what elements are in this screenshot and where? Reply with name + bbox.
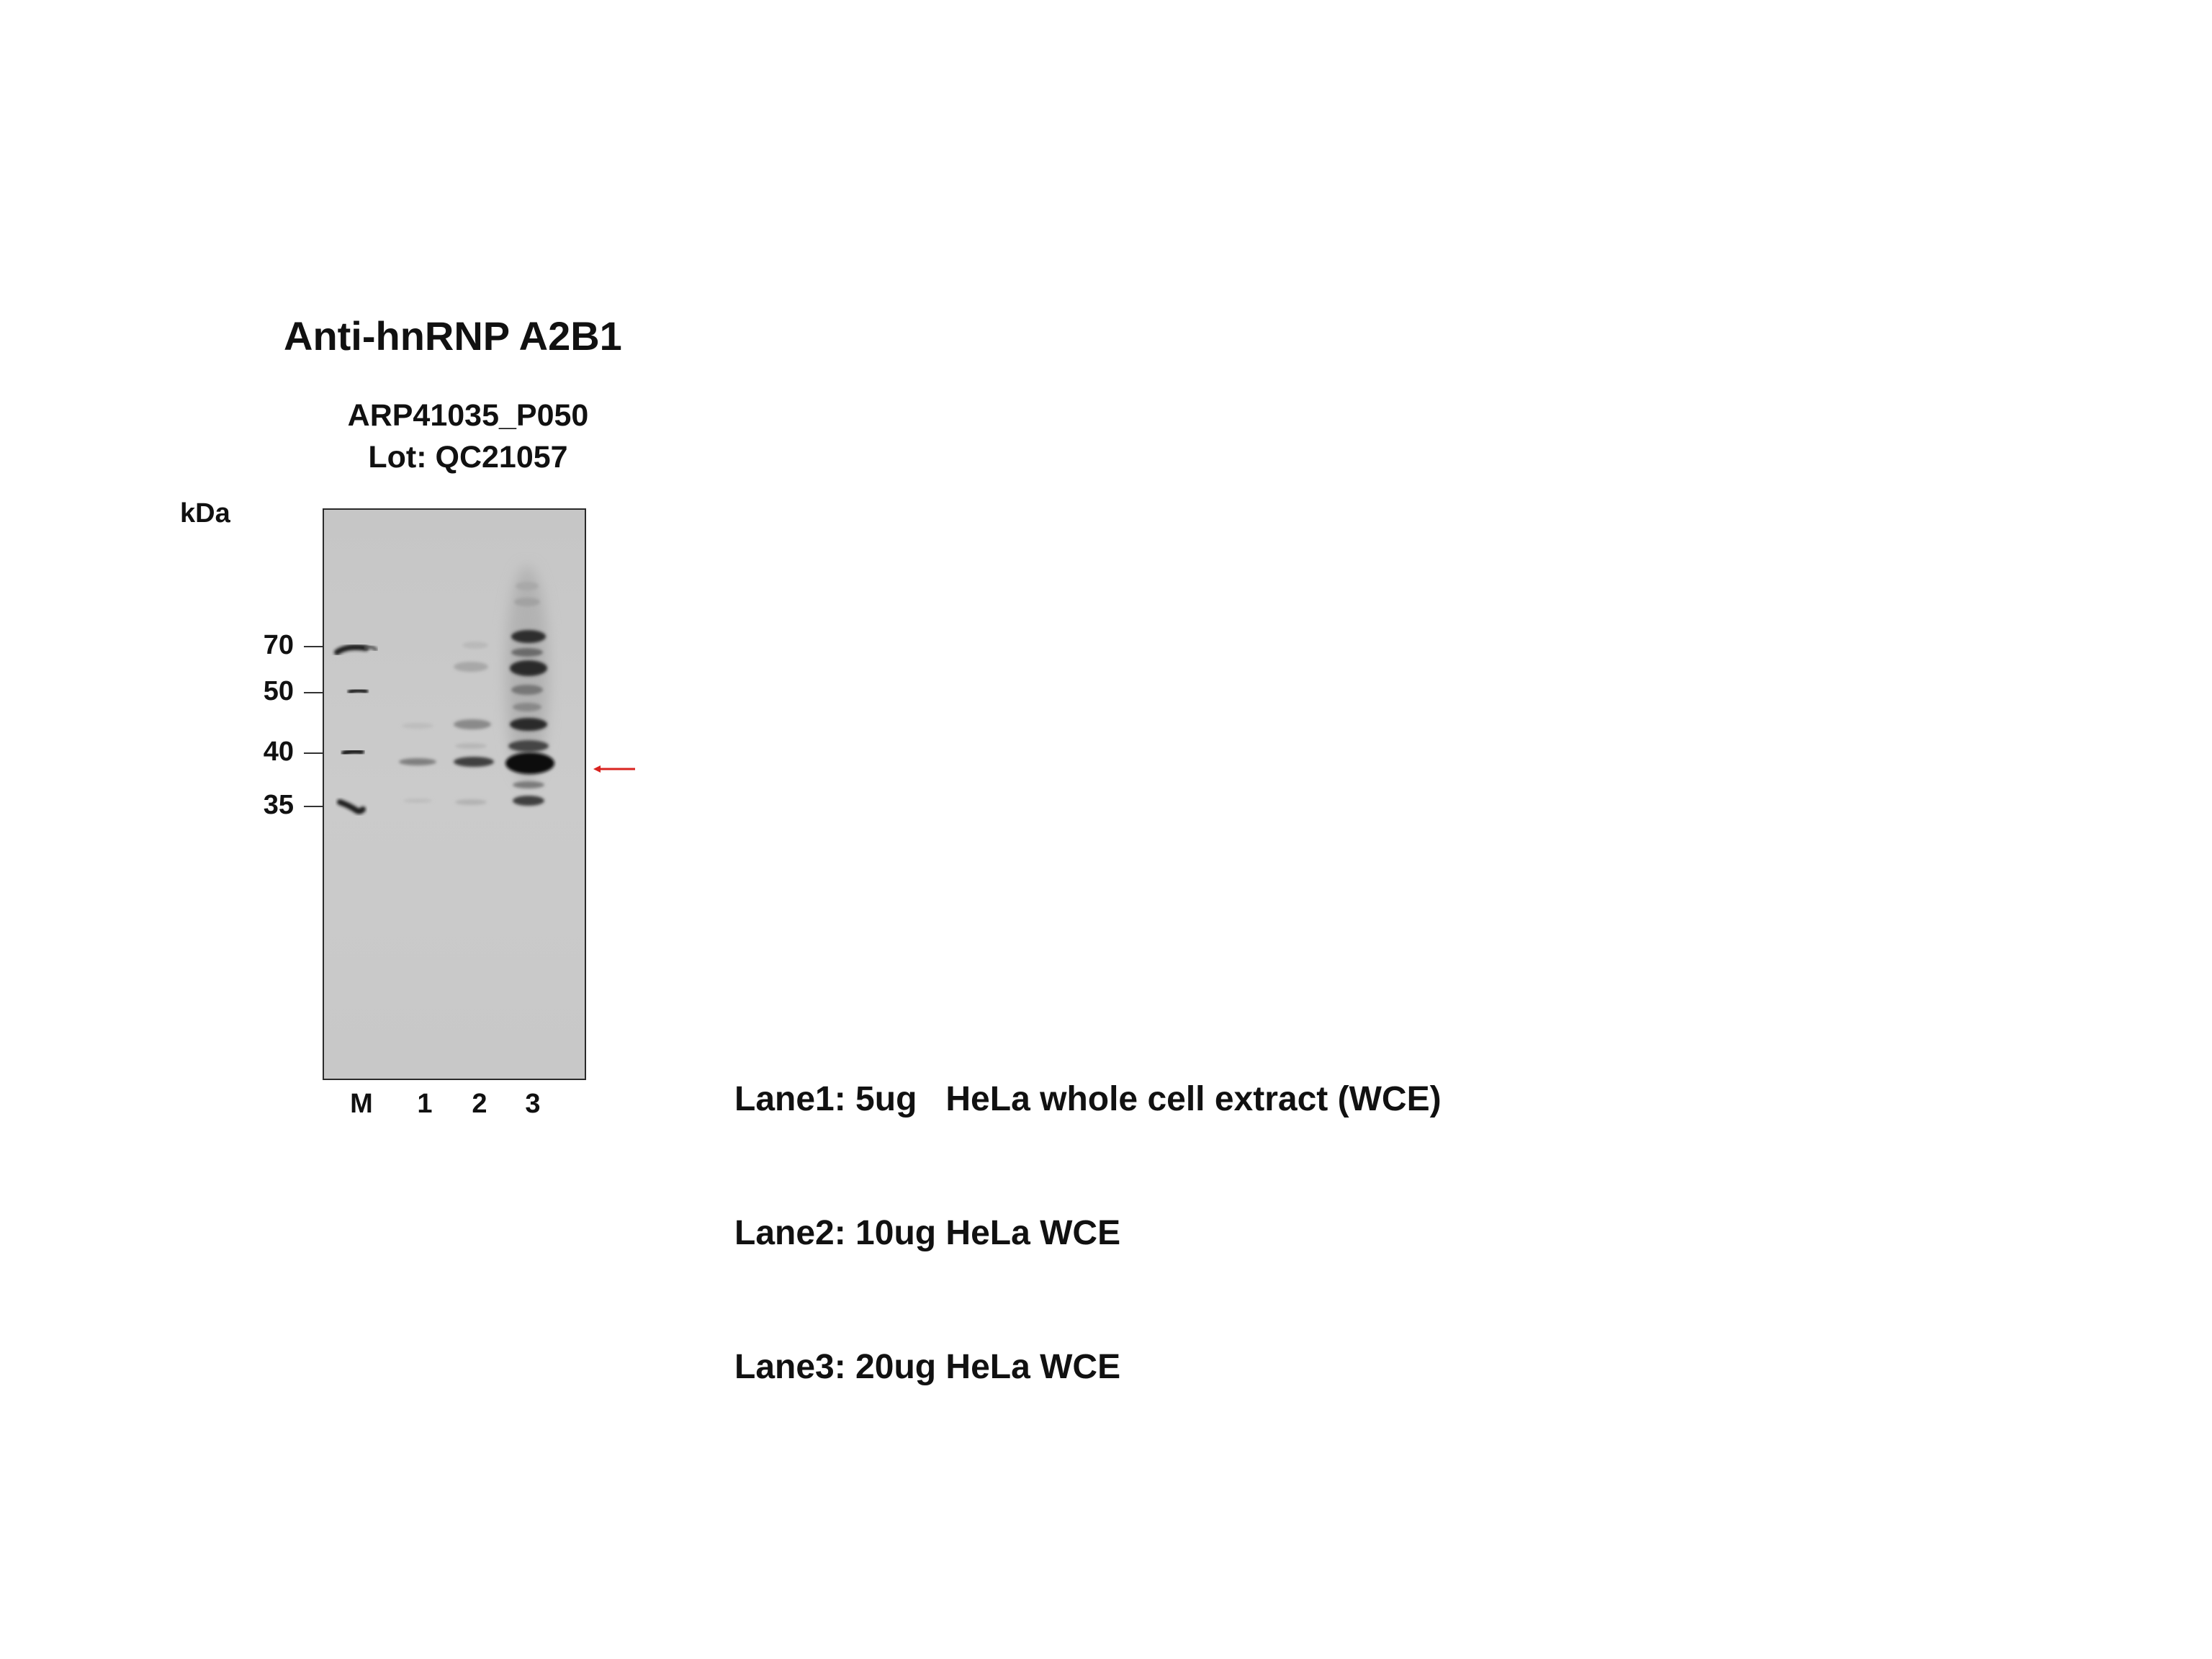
marker-tick-70: [304, 646, 323, 647]
marker-tick-35: [304, 806, 323, 807]
marker-tick-40: [304, 752, 323, 754]
legend-lane-3: Lane3: 20ug HeLa WCE: [734, 1348, 1121, 1386]
antibody-info: ARP41035_P050 Lot: QC21057: [317, 395, 619, 478]
marker-tick-50: [304, 692, 323, 693]
left-arrow-icon: [593, 765, 635, 773]
marker-label-35: 35: [263, 790, 294, 820]
marker-lane-bands: [334, 644, 378, 814]
unit-label: kDa: [180, 498, 230, 529]
lane-label-1: 1: [417, 1089, 433, 1119]
marker-label-70: 70: [263, 630, 294, 660]
marker-label-50: 50: [263, 676, 294, 706]
lane-label-marker: M: [350, 1089, 373, 1119]
lane-1-bands: [399, 723, 436, 803]
legend-lane-2: Lane2: 10ug HeLa WCE: [734, 1214, 1121, 1252]
lane-label-3: 3: [525, 1089, 541, 1119]
western-blot-membrane: [323, 508, 586, 1080]
lane-3-bands: [505, 566, 554, 806]
figure-title: Anti-hnRNP A2B1: [284, 313, 622, 359]
lane-label-2: 2: [472, 1089, 487, 1119]
catalog-number: ARP41035_P050: [347, 398, 589, 433]
lane-legend: Lane1: 5ug HeLa whole cell extract (WCE)…: [734, 988, 1442, 1434]
legend-lane-1: Lane1: 5ug HeLa whole cell extract (WCE): [734, 1080, 1442, 1118]
marker-label-40: 40: [263, 737, 294, 767]
lot-number: Lot: QC21057: [368, 440, 568, 475]
membrane-background: [323, 508, 586, 1080]
lane-2-bands: [454, 642, 494, 805]
